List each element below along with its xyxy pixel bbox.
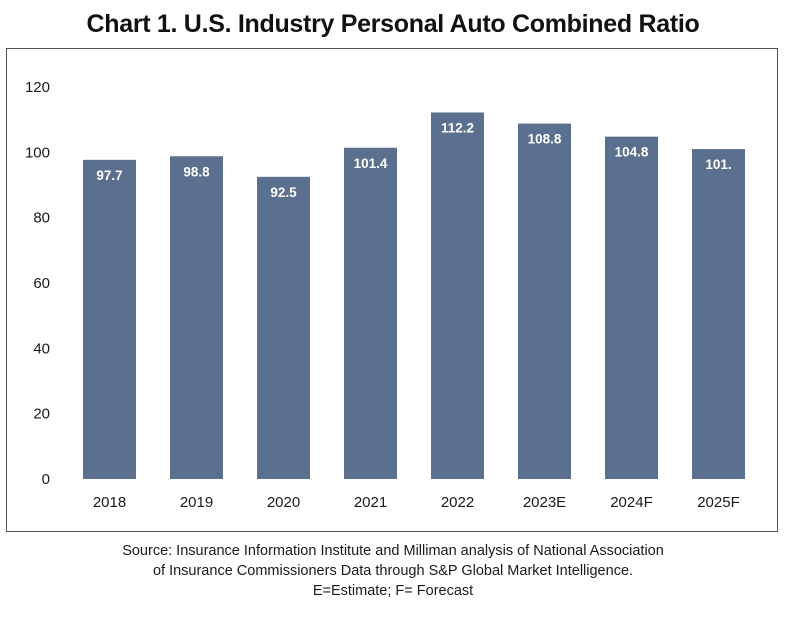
y-tick-label: 40 [33, 340, 50, 357]
bar-2018 [83, 159, 136, 479]
y-tick-label: 100 [25, 144, 50, 161]
data-label: 104.8 [615, 145, 649, 160]
source-line-3: E=Estimate; F= Forecast [312, 583, 474, 599]
x-tick-label: 2023E [523, 494, 566, 511]
data-label: 97.7 [96, 168, 122, 183]
y-tick-label: 0 [42, 471, 50, 488]
x-tick-label: 2018 [93, 494, 126, 511]
chart-title: Chart 1. U.S. Industry Personal Auto Com… [86, 10, 700, 38]
source-note: Source: Insurance Information Institute … [0, 541, 786, 601]
source-line-2: of Insurance Commissioners Data through … [152, 563, 634, 579]
bar-2023E [518, 123, 571, 479]
x-tick-label: 2021 [354, 494, 387, 511]
data-label: 98.8 [183, 164, 210, 179]
bar-chart: 0 20 40 60 80 100 120 97.7 2018 98.8 2019 92.5 2020 1… [25, 79, 745, 511]
bar-2025F [692, 149, 745, 480]
x-tick-label: 2022 [441, 494, 474, 511]
bar-2019 [170, 156, 223, 479]
data-label: 112.2 [441, 120, 474, 135]
y-tick-label: 60 [33, 275, 50, 292]
bar-2021 [344, 147, 397, 479]
data-label: 92.5 [270, 185, 297, 200]
x-tick-label: 2020 [267, 494, 300, 511]
x-tick-label: 2025F [697, 494, 740, 511]
y-tick-label: 20 [33, 406, 50, 423]
data-label: 101.4 [354, 156, 388, 171]
bar-2024F [605, 136, 658, 480]
data-label: 108.8 [528, 132, 562, 147]
data-label: 101. [705, 157, 731, 172]
bar-2020 [257, 176, 310, 480]
chart-frame [6, 48, 778, 532]
x-tick-label: 2024F [610, 494, 653, 511]
source-line-1: Source: Insurance Information Institute … [122, 543, 664, 559]
y-tick-label: 120 [25, 79, 50, 96]
bar-2022 [431, 112, 484, 479]
y-tick-label: 80 [33, 210, 50, 227]
x-tick-label: 2019 [180, 494, 213, 511]
